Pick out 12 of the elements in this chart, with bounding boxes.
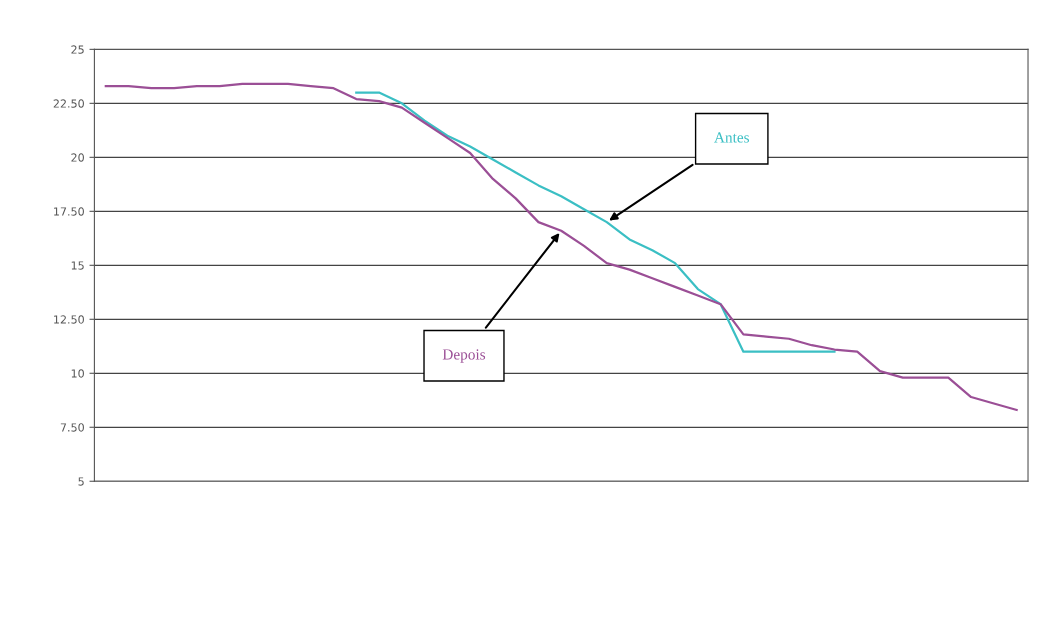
text: Antes: [714, 132, 750, 143]
y-tick-label: 10: [71, 369, 84, 378]
y-tick-label: 22.50: [53, 99, 84, 108]
y-tick-label: 15: [71, 261, 84, 270]
y-tick-label: 12.50: [54, 315, 84, 324]
y-tick-label: 20: [71, 153, 84, 162]
text: Depois: [442, 349, 486, 363]
y-tick-label: 7.50: [60, 423, 84, 432]
y-tick-label: 25: [71, 45, 84, 54]
line-series: [104, 82, 1018, 412]
y-tick-label: 5: [78, 477, 84, 486]
y-tick-label: 17.50: [54, 207, 84, 216]
